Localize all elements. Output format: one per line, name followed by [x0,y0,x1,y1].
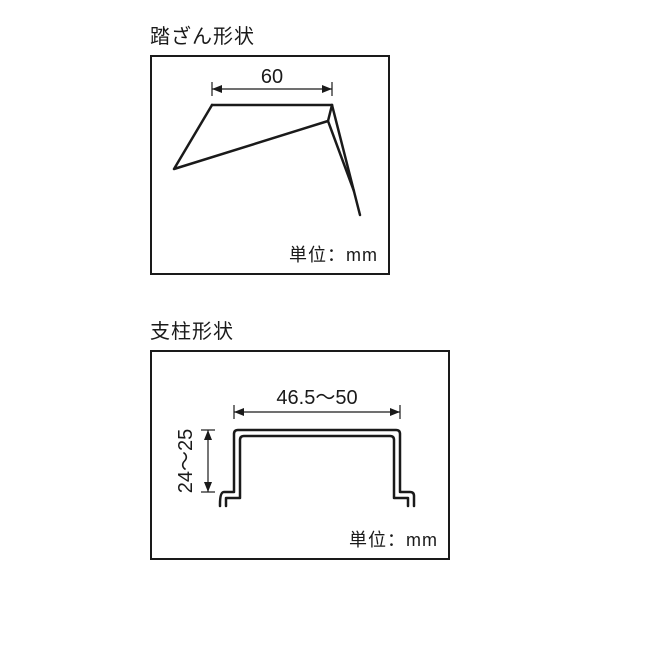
step-shape-title: 踏ざん形状 [150,20,650,49]
svg-text:46.5～50: 46.5～50 [276,387,357,409]
step-shape-section: 踏ざん形状 60 単位：mm [150,20,650,275]
pillar-shape-section: 支柱形状 46.5～50 24～25 単位：mm [150,315,650,560]
svg-text:60: 60 [261,66,283,88]
svg-text:24～25: 24～25 [175,429,197,494]
pillar-shape-box: 46.5～50 24～25 単位：mm [150,350,450,560]
step-shape-box: 60 単位：mm [150,55,390,275]
pillar-shape-title: 支柱形状 [150,315,650,344]
step-unit-label: 単位：mm [289,241,378,267]
pillar-unit-label: 単位：mm [349,526,438,552]
